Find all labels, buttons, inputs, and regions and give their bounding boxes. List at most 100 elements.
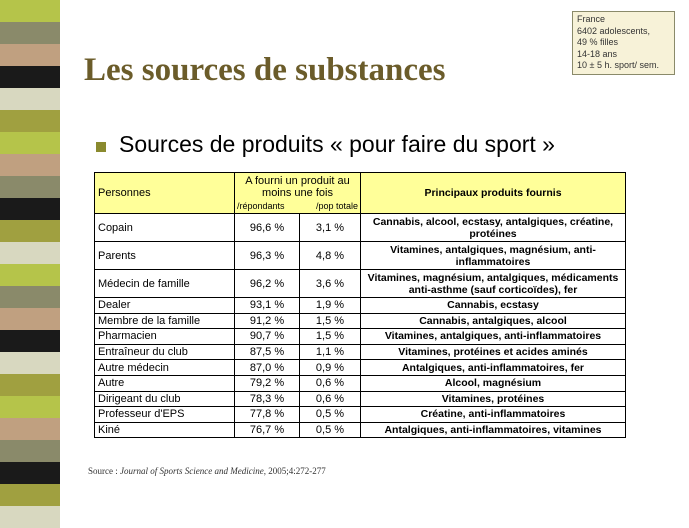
cell-produits: Antalgiques, anti-inflammatoires, vitami… (360, 421, 626, 439)
stripe-block (0, 176, 60, 198)
sources-table: Personnes A fourni un produit au moins u… (94, 172, 626, 439)
stripe-block (0, 440, 60, 462)
stripe-block (0, 418, 60, 440)
cell-produits: Vitamines, protéines (360, 390, 626, 408)
cell-pop: 1,5 % (299, 312, 361, 330)
cell-produits: Cannabis, ecstasy (360, 297, 626, 314)
bullet-square-icon (96, 142, 106, 152)
table-body: Copain 96,6 % 3,1 % Cannabis, alcool, ecsta… (94, 213, 626, 439)
cell-produits: Cannabis, antalgiques, alcool (360, 312, 626, 330)
info-line: 6402 adolescents, (577, 25, 651, 36)
stripe-block (0, 396, 60, 418)
table-row: Kiné 76,7 % 0,5 % Antalgiques, anti-inflamm… (94, 421, 626, 439)
cell-pop: 0,5 % (299, 406, 361, 423)
info-line: 10 ± 5 h. sport/ sem. (577, 60, 659, 70)
cell-personne: Autre médecin (94, 359, 235, 376)
table-row: Membre de la famille 91,2 % 1,5 % Cannabis,… (94, 312, 626, 330)
stripe-block (0, 198, 60, 220)
cell-repondants: 96,2 % (234, 269, 300, 298)
cell-repondants: 93,1 % (234, 297, 300, 314)
cell-personne: Kiné (94, 421, 235, 439)
info-line: 14-18 ans (577, 48, 618, 59)
cell-pop: 0,5 % (299, 421, 361, 439)
cell-repondants: 87,5 % (234, 343, 300, 361)
source-journal: Journal of Sports Science and Medicine (120, 466, 264, 476)
cell-personne: Professeur d'EPS (94, 406, 235, 423)
header-sub-repondants: /répondants (237, 200, 285, 211)
cell-pop: 0,6 % (299, 374, 361, 392)
cell-personne: Parents (94, 241, 235, 270)
cell-personne: Autre (94, 374, 235, 392)
stripe-block (0, 242, 60, 264)
decorative-stripe (0, 0, 60, 528)
stripe-block (0, 484, 60, 506)
cell-produits: Alcool, magnésium (360, 374, 626, 392)
cell-pop: 1,5 % (299, 328, 361, 345)
cell-personne: Copain (94, 213, 235, 242)
stripe-block (0, 154, 60, 176)
table-row: Autre 79,2 % 0,6 % Alcool, magnésium (94, 374, 626, 392)
cell-personne: Dealer (94, 297, 235, 314)
stripe-block (0, 0, 60, 22)
table-row: Copain 96,6 % 3,1 % Cannabis, alcool, ecsta… (94, 213, 626, 242)
header-personnes: Personnes (94, 172, 235, 214)
table-header-row: Personnes A fourni un produit au moins u… (94, 172, 626, 214)
table-row: Autre médecin 87,0 % 0,9 % Antalgiques, ant… (94, 359, 626, 376)
cell-repondants: 78,3 % (234, 390, 300, 408)
stripe-block (0, 374, 60, 396)
cell-produits: Vitamines, antalgiques, magnésium, anti-… (360, 241, 626, 270)
table-row: Pharmacien 90,7 % 1,5 % Vitamines, antalgiq… (94, 328, 626, 345)
cell-produits: Vitamines, protéines et acides aminés (360, 343, 626, 361)
stripe-block (0, 330, 60, 352)
slide-subtitle: Sources de produits « pour faire du spor… (119, 131, 555, 157)
cell-produits: Créatine, anti-inflammatoires (360, 406, 626, 423)
table-row: Médecin de famille 96,2 % 3,6 % Vitamines, … (94, 269, 626, 298)
cell-repondants: 77,8 % (234, 406, 300, 423)
table-row: Professeur d'EPS 77,8 % 0,5 % Créatine, ant… (94, 406, 626, 423)
cell-pop: 0,6 % (299, 390, 361, 408)
stripe-block (0, 264, 60, 286)
info-line: 49 % filles (577, 37, 619, 47)
slide-title: Les sources de substances (84, 52, 446, 88)
cell-personne: Dirigeant du club (94, 390, 235, 408)
study-info-box: France 6402 adolescents, 49 % filles 14-… (572, 11, 675, 75)
stripe-block (0, 88, 60, 110)
cell-produits: Vitamines, magnésium, antalgiques, médic… (360, 269, 626, 298)
stripe-block (0, 352, 60, 374)
cell-produits: Antalgiques, anti-inflammatoires, fer (360, 359, 626, 376)
cell-personne: Entraîneur du club (94, 343, 235, 361)
cell-produits: Cannabis, alcool, ecstasy, antalgiques, … (360, 213, 626, 242)
cell-repondants: 96,6 % (234, 213, 300, 242)
stripe-block (0, 286, 60, 308)
cell-produits: Vitamines, antalgiques, anti-inflammatoi… (360, 328, 626, 345)
cell-repondants: 96,3 % (234, 241, 300, 270)
stripe-block (0, 308, 60, 330)
stripe-block (0, 110, 60, 132)
source-ref: , 2005;4:272-277 (263, 466, 326, 476)
source-prefix: Source : (88, 466, 120, 476)
cell-repondants: 91,2 % (234, 312, 300, 330)
table-row: Dealer 93,1 % 1,9 % Cannabis, ecstasy (94, 297, 626, 314)
table-row: Entraîneur du club 87,5 % 1,1 % Vitamines, … (94, 343, 626, 361)
stripe-block (0, 44, 60, 66)
stripe-block (0, 462, 60, 484)
header-fourni: A fourni un produit au moins une fois /r… (234, 172, 361, 214)
stripe-block (0, 22, 60, 44)
cell-personne: Membre de la famille (94, 312, 235, 330)
cell-repondants: 79,2 % (234, 374, 300, 392)
cell-pop: 1,9 % (299, 297, 361, 314)
header-produits: Principaux produits fournis (360, 172, 626, 214)
stripe-block (0, 506, 60, 528)
cell-pop: 4,8 % (299, 241, 361, 270)
cell-pop: 0,9 % (299, 359, 361, 376)
cell-pop: 1,1 % (299, 343, 361, 361)
stripe-block (0, 66, 60, 88)
info-line: France (577, 14, 606, 24)
table-row: Dirigeant du club 78,3 % 0,6 % Vitamines, p… (94, 390, 626, 408)
cell-repondants: 90,7 % (234, 328, 300, 345)
cell-personne: Pharmacien (94, 328, 235, 345)
header-sub-pop: /pop totale (315, 200, 358, 211)
source-citation: Source : Journal of Sports Science and M… (88, 466, 326, 476)
cell-personne: Médecin de famille (94, 269, 235, 298)
cell-repondants: 76,7 % (234, 421, 300, 439)
